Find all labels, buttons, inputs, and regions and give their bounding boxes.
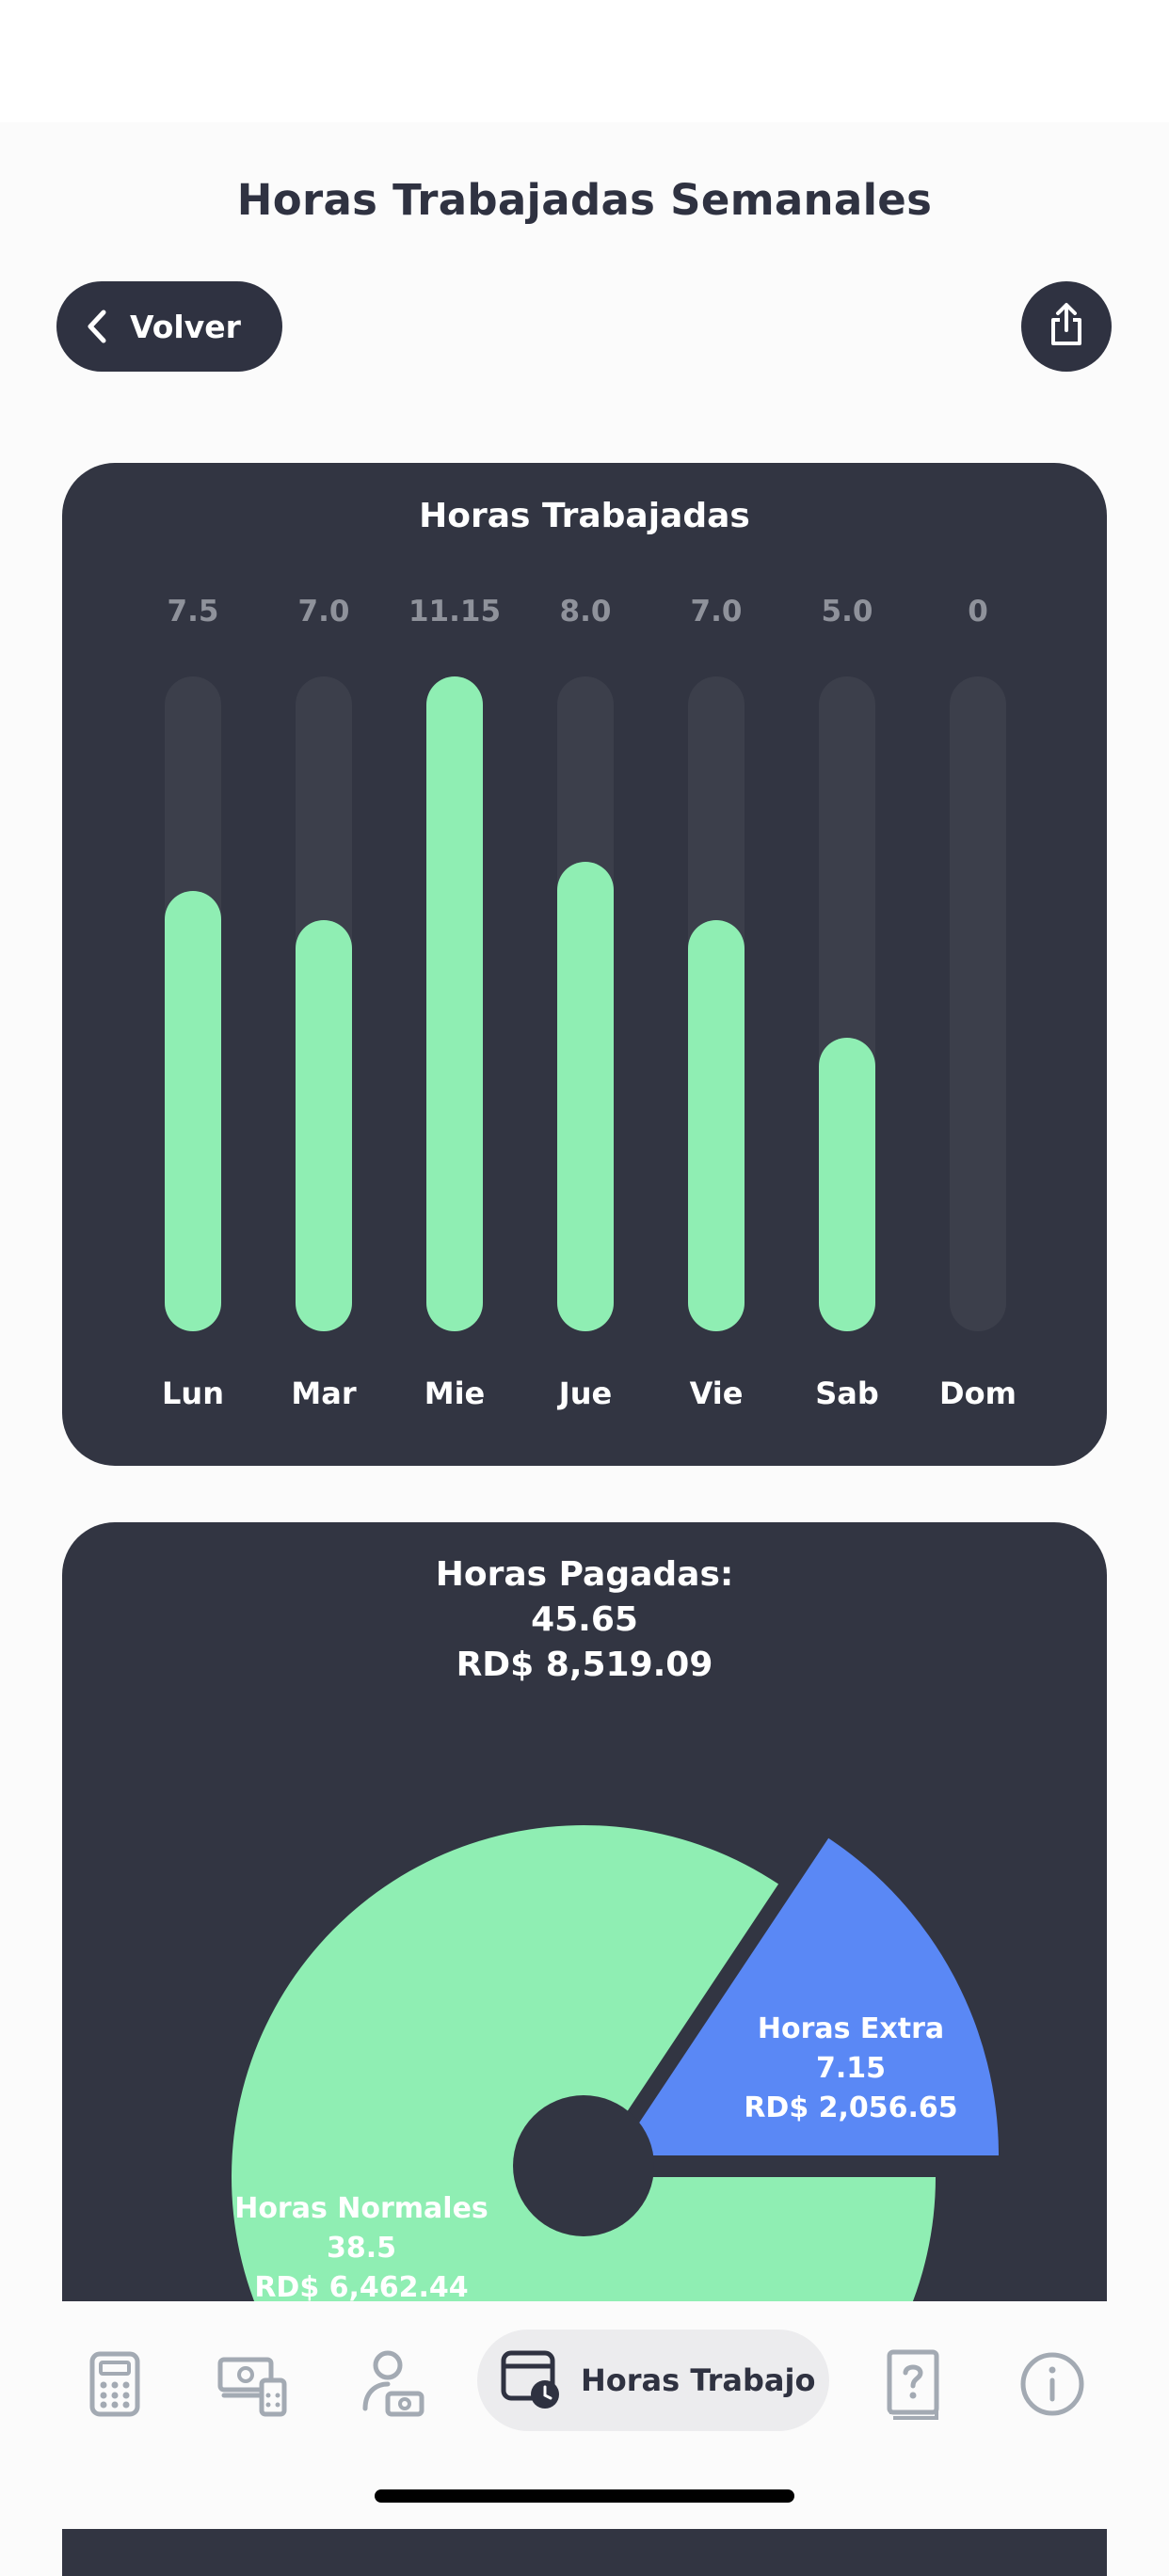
bar-day-label: Mar: [291, 1375, 357, 1411]
hours-paid-summary: Horas Pagadas: 45.65 RD$ 8,519.09: [62, 1552, 1107, 1688]
bar-day-label: Lun: [162, 1375, 224, 1411]
calendar-clock-icon: [500, 2347, 562, 2413]
bar-value-label: 7.5: [167, 595, 219, 628]
bar-track: [688, 676, 745, 1331]
bar-day-label: Sab: [815, 1375, 879, 1411]
bar-day-label: Mie: [424, 1375, 486, 1411]
pie-label-normal: Horas Normales 38.5 RD$ 6,462.44: [220, 2189, 503, 2308]
home-indicator: [375, 2489, 794, 2503]
back-button[interactable]: Volver: [56, 281, 282, 372]
back-button-label: Volver: [130, 308, 241, 345]
bar-fill: [296, 920, 352, 1331]
bar-track: [950, 676, 1006, 1331]
bar-value-label: 0: [968, 595, 988, 628]
user-money-icon: [362, 2350, 424, 2417]
pie-slice-extra: [617, 1837, 999, 2155]
bar-value-label: 8.0: [559, 595, 612, 628]
bar-day-label: Jue: [558, 1375, 613, 1411]
tab-hours-work[interactable]: Horas Trabajo: [477, 2330, 829, 2431]
page-title: Horas Trabajadas Semanales: [236, 175, 933, 225]
bar-track: [296, 676, 352, 1331]
pie-label-extra-hours: 7.15: [815, 2052, 887, 2085]
chevron-left-icon: [77, 305, 120, 348]
pie-label-normal-name: Horas Normales: [234, 2192, 488, 2225]
pie-label-extra: Horas Extra 7.15 RD$ 2,056.65: [672, 2010, 1030, 2128]
hours-paid-amount: RD$ 8,519.09: [456, 1646, 713, 1684]
tab-help[interactable]: [876, 2346, 952, 2422]
hours-paid-title: Horas Pagadas:: [435, 1555, 734, 1594]
bar-fill: [819, 1037, 875, 1331]
share-button[interactable]: [1021, 281, 1112, 372]
bar-value-label: 11.15: [408, 595, 502, 628]
money-calculator-icon: [217, 2357, 287, 2417]
bar-fill: [688, 920, 745, 1331]
bar-value-label: 5.0: [821, 595, 873, 628]
bar-track: [819, 676, 875, 1331]
info-icon: [1020, 2352, 1084, 2416]
tab-money-calculator[interactable]: [215, 2346, 290, 2422]
pie-label-normal-hours: 38.5: [326, 2232, 397, 2265]
pie-label-extra-name: Horas Extra: [757, 2012, 945, 2045]
bar-value-label: 7.0: [690, 595, 743, 628]
hours-paid-total: 45.65: [531, 1600, 638, 1639]
bar-day-label: Dom: [939, 1375, 1017, 1411]
tab-calculator[interactable]: [77, 2346, 152, 2422]
calculator-icon: [89, 2351, 140, 2417]
bar-track: [557, 676, 614, 1331]
pie-label-normal-amount: RD$ 6,462.44: [254, 2271, 469, 2304]
bar-fill: [426, 676, 483, 1331]
tab-hours-work-label: Horas Trabajo: [581, 2362, 816, 2398]
bar-fill: [557, 861, 614, 1331]
bar-track: [165, 676, 221, 1331]
share-icon: [1046, 302, 1087, 351]
tab-user-money[interactable]: [352, 2346, 427, 2422]
bar-day-label: Vie: [689, 1375, 744, 1411]
tab-info[interactable]: [1015, 2346, 1090, 2422]
help-book-icon: [887, 2349, 939, 2420]
hours-worked-title: Horas Trabajadas: [419, 497, 750, 535]
pie-label-extra-amount: RD$ 2,056.65: [744, 2091, 958, 2124]
pie-center-hole: [513, 2095, 654, 2236]
bar-value-label: 7.0: [297, 595, 350, 628]
bar-fill: [165, 890, 221, 1331]
bar-track: [426, 676, 483, 1331]
status-bar-area: [0, 0, 1169, 122]
hours-worked-card: Horas Trabajadas 7.5 Lun 7.0 Mar 11.15 Mie 8.0…: [62, 463, 1107, 1466]
